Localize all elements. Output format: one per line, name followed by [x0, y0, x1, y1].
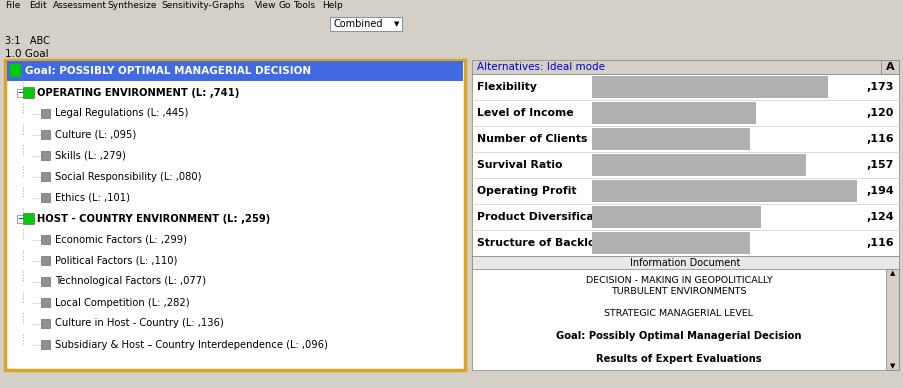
Text: Structure of Backlog of Orders: Structure of Backlog of Orders [477, 238, 664, 248]
Bar [591, 180, 856, 202]
Text: HOST - COUNTRY ENVIRONMENT (L: ,259): HOST - COUNTRY ENVIRONMENT (L: ,259) [37, 213, 270, 223]
Bar [471, 256, 898, 269]
Bar [41, 130, 50, 139]
Text: ,116: ,116 [865, 238, 893, 248]
Text: Ethics (L: ,101): Ethics (L: ,101) [55, 192, 130, 203]
Text: −: − [17, 214, 24, 223]
Text: ,157: ,157 [866, 160, 893, 170]
Text: View: View [255, 1, 276, 10]
Text: −: − [17, 88, 24, 97]
Text: 3:1   ABC: 3:1 ABC [5, 36, 50, 46]
Bar [0, 33, 903, 48]
Bar [17, 215, 25, 222]
Text: Alternatives: Ideal mode: Alternatives: Ideal mode [477, 62, 604, 72]
Bar [0, 48, 903, 60]
Text: Sensitivity-Graphs: Sensitivity-Graphs [161, 1, 244, 10]
Text: ,194: ,194 [865, 186, 893, 196]
Text: Goal: POSSIBLY OPTIMAL MANAGERIAL DECISION: Goal: POSSIBLY OPTIMAL MANAGERIAL DECISI… [25, 66, 311, 76]
Text: Number of Clients: Number of Clients [477, 134, 587, 144]
Bar [885, 269, 898, 370]
Text: ,120: ,120 [866, 108, 893, 118]
Bar [591, 154, 805, 176]
Text: ▼: ▼ [394, 21, 399, 27]
Bar [330, 17, 402, 31]
Text: Legal Regulations (L: ,445): Legal Regulations (L: ,445) [55, 109, 188, 118]
Bar [41, 319, 50, 328]
Text: Culture (L: ,095): Culture (L: ,095) [55, 130, 136, 140]
Text: Goal: Possibly Optimal Managerial Decision: Goal: Possibly Optimal Managerial Decisi… [555, 331, 801, 341]
Text: ,173: ,173 [866, 82, 893, 92]
Bar [41, 298, 50, 307]
Bar [0, 15, 903, 33]
Text: 1.0 Goal: 1.0 Goal [5, 49, 49, 59]
Text: Edit: Edit [29, 1, 47, 10]
Bar [0, 0, 903, 15]
Bar [880, 60, 898, 74]
Text: Synthesize: Synthesize [107, 1, 156, 10]
Text: TURBULENT ENVIRONMENTS: TURBULENT ENVIRONMENTS [610, 287, 746, 296]
Bar [591, 76, 827, 98]
Text: ▼: ▼ [889, 363, 894, 369]
Bar [41, 151, 50, 160]
Bar [41, 277, 50, 286]
Text: Product Diversification: Product Diversification [477, 212, 617, 222]
Text: ,124: ,124 [865, 212, 893, 222]
Text: Results of Expert Evaluations: Results of Expert Evaluations [595, 354, 761, 364]
Text: ▲: ▲ [889, 270, 894, 276]
Text: Tools: Tools [293, 1, 315, 10]
Text: Go: Go [279, 1, 291, 10]
Text: Operating Profit: Operating Profit [477, 186, 576, 196]
Text: A: A [885, 62, 893, 72]
Bar [471, 74, 898, 256]
Bar [471, 60, 898, 74]
Bar [591, 206, 760, 228]
Text: Skills (L: ,279): Skills (L: ,279) [55, 151, 126, 161]
Text: ,116: ,116 [865, 134, 893, 144]
Text: File: File [5, 1, 21, 10]
Text: OPERATING ENVIRONMENT (L: ,741): OPERATING ENVIRONMENT (L: ,741) [37, 88, 239, 97]
Bar [41, 193, 50, 202]
Bar [41, 340, 50, 349]
Bar [41, 235, 50, 244]
Bar [591, 102, 755, 124]
Text: Combined: Combined [333, 19, 383, 29]
Text: Subsidiary & Host – Country Interdependence (L: ,096): Subsidiary & Host – Country Interdepende… [55, 340, 328, 350]
Bar [41, 172, 50, 181]
Bar [23, 213, 34, 224]
Bar [591, 232, 749, 254]
Text: Culture in Host - Country (L: ,136): Culture in Host - Country (L: ,136) [55, 319, 224, 329]
Text: Survival Ratio: Survival Ratio [477, 160, 562, 170]
Bar [41, 256, 50, 265]
Bar [7, 61, 462, 81]
Text: Social Responsibility (L: ,080): Social Responsibility (L: ,080) [55, 171, 201, 182]
Text: Information Document: Information Document [629, 258, 740, 267]
Text: Level of Income: Level of Income [477, 108, 573, 118]
Text: Flexibility: Flexibility [477, 82, 536, 92]
Text: Technological Factors (L: ,077): Technological Factors (L: ,077) [55, 277, 206, 286]
Bar [591, 128, 749, 150]
Bar [10, 64, 21, 77]
Bar [17, 88, 25, 97]
Text: Help: Help [321, 1, 342, 10]
Bar [5, 60, 464, 370]
Text: STRATEGIC MANAGERIAL LEVEL: STRATEGIC MANAGERIAL LEVEL [604, 309, 753, 319]
Text: Economic Factors (L: ,299): Economic Factors (L: ,299) [55, 234, 187, 244]
Bar [41, 109, 50, 118]
Bar [23, 87, 34, 98]
Text: Local Competition (L: ,282): Local Competition (L: ,282) [55, 298, 190, 308]
Text: DECISION - MAKING IN GEOPOLITICALLY: DECISION - MAKING IN GEOPOLITICALLY [585, 276, 771, 285]
Bar [471, 256, 898, 370]
Text: Assessment: Assessment [53, 1, 107, 10]
Text: Political Factors (L: ,110): Political Factors (L: ,110) [55, 256, 177, 265]
